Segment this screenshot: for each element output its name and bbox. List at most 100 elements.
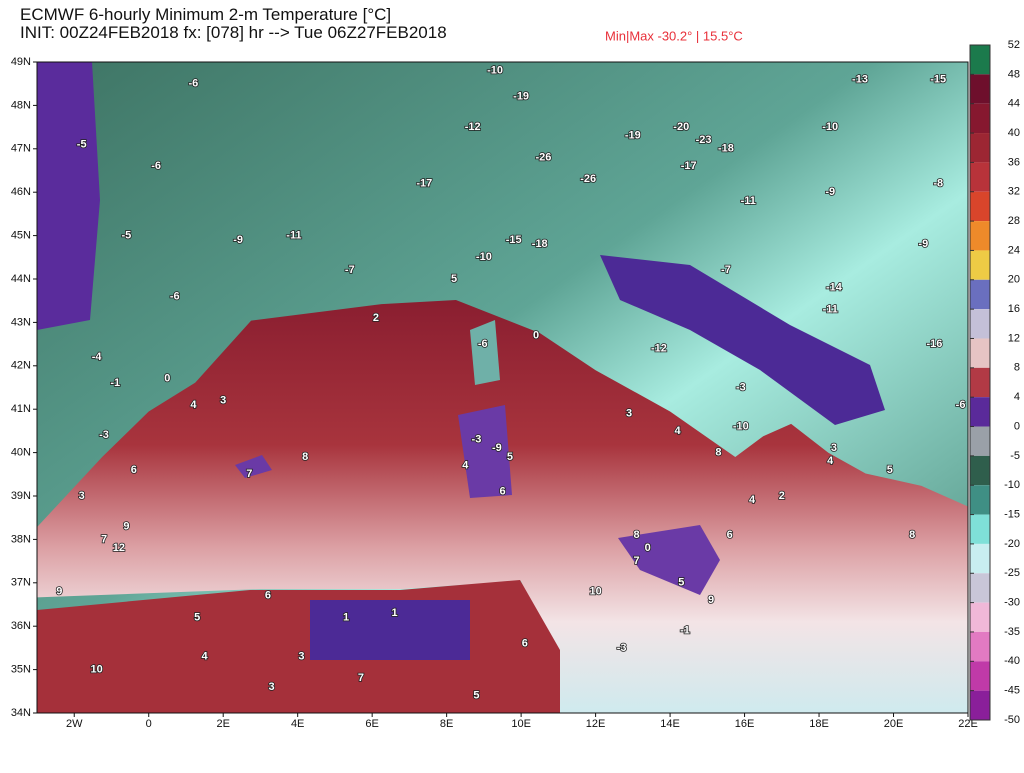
- temp-label: -14: [826, 282, 843, 294]
- y-tick-label: 38N: [11, 533, 31, 545]
- x-tick-label: 2E: [216, 718, 229, 730]
- colorbar-label: -5: [1010, 450, 1020, 462]
- temp-label: 7: [246, 468, 252, 480]
- min-max: Min|Max -30.2° | 15.5°C: [605, 28, 743, 43]
- temp-label: 12: [113, 542, 125, 554]
- colorbar-label: 36: [1008, 156, 1020, 168]
- colorbar-segment: [970, 426, 990, 456]
- corsica: [470, 320, 500, 385]
- colorbar-segment: [970, 690, 990, 720]
- y-tick-label: 47N: [11, 143, 31, 155]
- temp-label: -10: [487, 65, 503, 77]
- y-tick-label: 36N: [11, 620, 31, 632]
- colorbar-segment: [970, 602, 990, 632]
- x-tick-label: 10E: [511, 718, 531, 730]
- colorbar-segment: [970, 279, 990, 310]
- colorbar-label: 28: [1008, 215, 1020, 227]
- colorbar-label: 24: [1008, 244, 1020, 256]
- colorbar-label: 44: [1008, 98, 1020, 110]
- temp-label: 7: [358, 672, 364, 684]
- colorbar-segment: [970, 573, 990, 603]
- colorbar-label: 8: [1014, 362, 1020, 374]
- y-tick-label: 46N: [11, 186, 31, 198]
- temp-label: -3: [736, 381, 746, 393]
- temp-label: 7: [634, 555, 640, 567]
- colorbar-segment: [970, 133, 990, 163]
- temp-label: -3: [472, 433, 482, 445]
- colorbar-label: 12: [1008, 332, 1020, 344]
- temp-label: -4: [92, 351, 103, 363]
- colorbar-segment: [970, 309, 990, 339]
- temp-label: -8: [933, 177, 943, 189]
- temp-label: -6: [478, 338, 488, 350]
- colorbar-segment: [970, 367, 990, 398]
- y-tick-label: 39N: [11, 490, 31, 502]
- temp-label: 3: [269, 681, 275, 693]
- colorbar-segment: [970, 397, 990, 427]
- colorbar-segment: [970, 631, 990, 662]
- map-frame: [36, 61, 969, 714]
- subtitle: INIT: 00Z24FEB2018 fx: [078] hr --> Tue …: [20, 23, 447, 42]
- x-tick-label: 18E: [809, 718, 829, 730]
- temp-label: -10: [733, 420, 749, 432]
- temp-label: -19: [513, 91, 529, 103]
- y-tick-label: 35N: [11, 664, 31, 676]
- map-field: [37, 62, 968, 713]
- temp-label: -5: [77, 138, 87, 150]
- y-tick-label: 34N: [11, 707, 31, 719]
- colorbar-segment: [970, 543, 990, 574]
- temp-label: -3: [617, 642, 627, 654]
- atlas-cold: [310, 600, 470, 660]
- temp-label: -13: [852, 73, 868, 85]
- x-tick-label: 0: [146, 718, 152, 730]
- colorbar-segment: [970, 162, 990, 192]
- colorbar-segment: [970, 45, 990, 75]
- temp-label: -11: [286, 230, 301, 242]
- temp-label: -18: [532, 238, 548, 250]
- temp-label: 1: [343, 611, 349, 623]
- temp-label: 5: [451, 273, 457, 285]
- temp-label: -23: [696, 134, 712, 146]
- temp-label: -10: [822, 121, 838, 133]
- temp-label: 4: [827, 455, 834, 467]
- colorbar-segment: [970, 74, 990, 104]
- colorbar-label: 20: [1008, 274, 1020, 286]
- temp-label: -16: [927, 338, 943, 350]
- temp-label: -26: [580, 173, 596, 185]
- title: ECMWF 6-hourly Minimum 2-m Temperature […: [20, 5, 391, 24]
- x-tick-label: 20E: [884, 718, 904, 730]
- biscay: [37, 62, 100, 330]
- temp-label: 4: [462, 460, 469, 472]
- colorbar-label: -30: [1004, 597, 1020, 609]
- temp-label: 5: [678, 577, 684, 589]
- temp-label: 6: [499, 486, 505, 498]
- temp-label: -17: [681, 160, 697, 172]
- temp-label: -19: [625, 130, 641, 142]
- colorbar-frame: [969, 44, 991, 721]
- colorbar-label: -35: [1004, 626, 1020, 638]
- colorbar-segment: [970, 661, 990, 691]
- y-tick-label: 43N: [11, 316, 31, 328]
- colorbar-segment: [970, 191, 990, 222]
- temp-label: 5: [887, 464, 893, 476]
- temp-label: -5: [121, 230, 131, 242]
- temp-label: 3: [626, 407, 632, 419]
- sicily: [618, 525, 720, 595]
- colorbar-label: -45: [1004, 685, 1020, 697]
- adriatic: [600, 255, 885, 425]
- x-tick-label: 4E: [291, 718, 304, 730]
- x-tick-label: 2W: [66, 718, 83, 730]
- temp-label: -11: [741, 195, 756, 207]
- y-tick-label: 41N: [11, 403, 31, 415]
- x-tick-label: 12E: [586, 718, 606, 730]
- colorbar-label: -40: [1004, 655, 1020, 667]
- x-tick-label: 8E: [440, 718, 453, 730]
- temp-label: 6: [265, 590, 271, 602]
- temp-label: -6: [189, 78, 199, 90]
- y-tick-label: 44N: [11, 273, 31, 285]
- temp-label: 1: [391, 607, 397, 619]
- temp-label: -7: [721, 264, 731, 276]
- temp-label: -9: [492, 442, 502, 454]
- temp-label: -11: [823, 303, 838, 315]
- temp-label: -18: [718, 143, 734, 155]
